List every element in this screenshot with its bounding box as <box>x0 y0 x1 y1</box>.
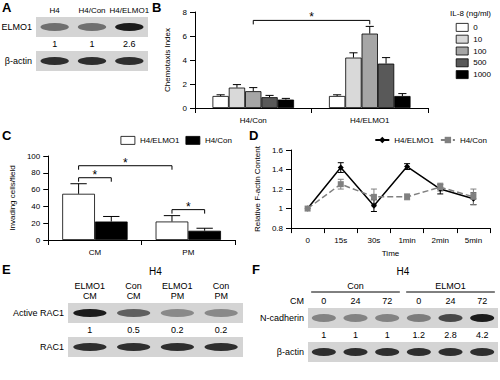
svg-text:0.2: 0.2 <box>215 325 228 335</box>
svg-text:Chemotaxis Index: Chemotaxis Index <box>163 28 172 92</box>
svg-text:Invading cells/field: Invading cells/field <box>8 165 17 230</box>
svg-text:4: 4 <box>183 56 188 65</box>
svg-text:β-actin: β-actin <box>277 347 304 357</box>
svg-text:H4/ELMO1: H4/ELMO1 <box>110 6 150 15</box>
svg-text:2min: 2min <box>432 236 449 245</box>
svg-text:1: 1 <box>87 325 92 335</box>
svg-text:2.6: 2.6 <box>123 39 136 49</box>
svg-text:1.6: 1.6 <box>272 146 284 155</box>
svg-text:0: 0 <box>36 236 41 245</box>
svg-text:60: 60 <box>31 185 40 194</box>
svg-text:40: 40 <box>31 202 40 211</box>
svg-text:A: A <box>2 0 12 15</box>
svg-text:ELMO1: ELMO1 <box>1 22 32 32</box>
svg-text:5min: 5min <box>465 236 482 245</box>
svg-text:D: D <box>249 128 258 143</box>
svg-text:0: 0 <box>305 236 310 245</box>
svg-text:PM: PM <box>182 248 194 257</box>
svg-text:1.2: 1.2 <box>413 330 426 340</box>
svg-text:1.4: 1.4 <box>272 165 284 174</box>
svg-text:1: 1 <box>89 39 94 49</box>
svg-text:1: 1 <box>385 330 390 340</box>
svg-text:20: 20 <box>31 219 40 228</box>
svg-text:15s: 15s <box>334 236 347 245</box>
svg-text:*: * <box>93 168 98 182</box>
svg-text:0: 0 <box>183 104 188 113</box>
svg-text:Active RAC1: Active RAC1 <box>13 308 64 318</box>
svg-text:H4/ELMO1: H4/ELMO1 <box>140 136 180 145</box>
svg-text:IL-8 (ng/ml): IL-8 (ng/ml) <box>450 9 491 18</box>
svg-text:CM: CM <box>127 291 141 301</box>
svg-text:*: * <box>309 10 314 24</box>
svg-text:ELMO1: ELMO1 <box>435 281 466 291</box>
svg-text:ELMO1: ELMO1 <box>162 281 193 291</box>
svg-text:1000: 1000 <box>473 70 491 79</box>
svg-text:0.8: 0.8 <box>272 224 284 233</box>
svg-text:0.2: 0.2 <box>171 325 184 335</box>
svg-text:β-actin: β-actin <box>5 56 32 66</box>
svg-text:*: * <box>186 200 191 214</box>
svg-text:80: 80 <box>31 168 40 177</box>
svg-text:F: F <box>252 262 260 277</box>
svg-text:6: 6 <box>183 32 188 41</box>
svg-text:2.8: 2.8 <box>444 330 457 340</box>
svg-text:B: B <box>152 0 161 15</box>
svg-text:500: 500 <box>473 58 487 67</box>
svg-text:30s: 30s <box>367 236 380 245</box>
svg-text:N-cadherin: N-cadherin <box>260 313 304 323</box>
svg-text:H4/ELMO1: H4/ELMO1 <box>394 136 434 145</box>
svg-text:0: 0 <box>321 296 326 306</box>
svg-text:PM: PM <box>171 291 185 301</box>
svg-text:E: E <box>2 262 11 277</box>
svg-text:1: 1 <box>353 330 358 340</box>
svg-text:H4: H4 <box>50 6 61 15</box>
svg-text:10: 10 <box>473 35 482 44</box>
svg-text:H4/Con: H4/Con <box>78 6 105 15</box>
svg-text:1: 1 <box>279 204 284 213</box>
svg-text:H4/Con: H4/Con <box>205 136 232 145</box>
svg-text:24: 24 <box>350 296 360 306</box>
svg-text:1: 1 <box>52 39 57 49</box>
svg-text:8: 8 <box>183 8 188 17</box>
svg-text:0: 0 <box>416 296 421 306</box>
svg-text:1: 1 <box>321 330 326 340</box>
svg-text:CM: CM <box>83 291 97 301</box>
svg-text:4.2: 4.2 <box>476 330 489 340</box>
svg-text:Con: Con <box>213 281 230 291</box>
svg-text:0.5: 0.5 <box>127 325 140 335</box>
svg-text:1min: 1min <box>398 236 415 245</box>
svg-text:72: 72 <box>382 296 392 306</box>
svg-text:CM: CM <box>89 248 102 257</box>
svg-text:PM: PM <box>214 291 228 301</box>
svg-text:Con: Con <box>125 281 142 291</box>
svg-text:ELMO1: ELMO1 <box>75 281 106 291</box>
svg-text:72: 72 <box>477 296 487 306</box>
svg-text:*: * <box>123 156 128 170</box>
svg-text:Con: Con <box>347 281 364 291</box>
svg-text:C: C <box>2 128 12 143</box>
svg-text:RAC1: RAC1 <box>40 342 64 352</box>
svg-text:100: 100 <box>473 47 487 56</box>
svg-text:24: 24 <box>445 296 455 306</box>
svg-text:CM: CM <box>290 296 304 306</box>
svg-text:Relative F-actin Content: Relative F-actin Content <box>253 145 262 232</box>
svg-text:0: 0 <box>473 23 478 32</box>
svg-text:H4: H4 <box>149 266 162 277</box>
svg-text:100: 100 <box>27 152 41 161</box>
svg-text:Time: Time <box>382 249 400 258</box>
svg-text:H4/Con: H4/Con <box>240 116 267 125</box>
svg-text:1.2: 1.2 <box>272 185 284 194</box>
svg-text:H4/ELMO1: H4/ELMO1 <box>350 116 390 125</box>
svg-text:H4: H4 <box>397 266 410 277</box>
svg-text:2: 2 <box>183 80 188 89</box>
svg-text:H4/Con: H4/Con <box>460 136 487 145</box>
